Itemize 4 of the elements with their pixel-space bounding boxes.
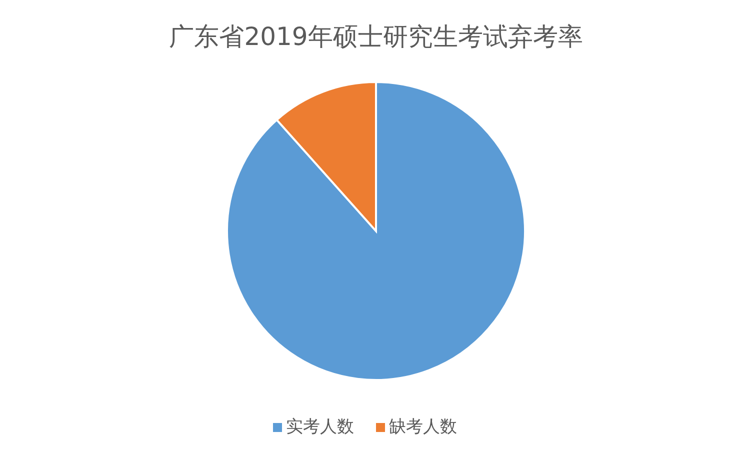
- legend-label: 实考人数: [286, 417, 354, 437]
- pie-slice: [226, 81, 526, 381]
- legend-label: 缺考人数: [389, 417, 457, 437]
- chart-title: 广东省2019年硕士研究生考试弃考率: [168, 21, 584, 53]
